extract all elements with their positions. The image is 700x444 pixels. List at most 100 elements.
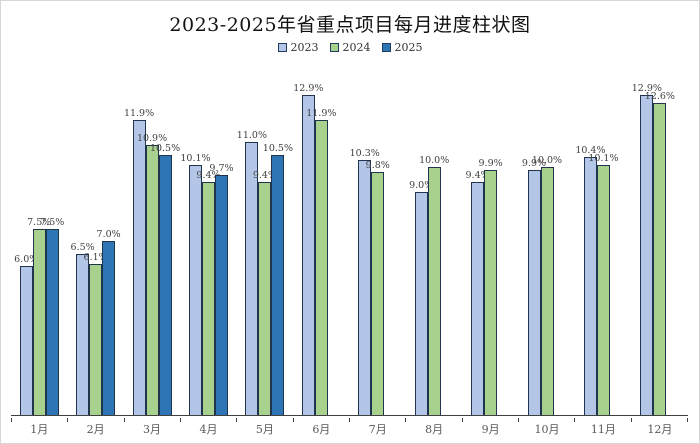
x-axis-tick [575,418,632,422]
bar-slot: 10.0% [532,155,562,415]
bar-group-12月: 12.9% 12.6% [632,71,688,415]
bar-slot: 12.6% [645,91,675,415]
bar-group-6月: 12.9% 11.9% [293,71,349,415]
legend-label: 2025 [394,41,423,54]
bar-group-4月: 10.1% 9.4% 9.7% [180,71,236,415]
bar-data-label: 9.0% [409,179,434,191]
bar-slot: 6.1% [84,252,108,415]
bar-slot: 10.3% [350,148,380,415]
bar-2023-9月 [471,182,485,415]
x-axis-label-8月: 8月 [425,423,444,436]
x-axis-tick [350,418,407,422]
bar-data-label: 12.9% [293,82,324,94]
bar-slot: 11.9% [124,108,154,415]
x-axis-label-4月: 4月 [199,423,218,436]
bar-data-label: 12.9% [631,82,662,94]
x-axis-label-5月: 5月 [255,423,274,436]
legend-item-2024: 2024 [329,42,371,53]
bar-group-1月: 6.0% 7.5% 7.5% [11,71,67,415]
bar-data-label: 6.5% [70,241,95,253]
bar-data-label: 10.0% [419,154,450,166]
bar-group-10月: 9.9% 10.0% [519,71,575,415]
x-axis-tick [181,418,238,422]
bar-2025-1月 [45,229,59,415]
bar-group-7月: 10.3% 9.8% [350,71,406,415]
x-axis-tick [294,418,350,422]
x-axis-tick [125,418,181,422]
bar-2025-5月 [271,155,285,415]
bar-slot: 12.9% [293,83,323,415]
bar-2023-5月 [245,142,259,415]
bar-slot: 10.1% [588,153,619,415]
bar-data-label: 7.0% [96,228,121,240]
bar-2025-3月 [158,155,172,415]
bar-data-label: 9.7% [209,162,234,174]
bar-group-2月: 6.5% 6.1% 7.0% [67,71,123,415]
bar-2023-6月 [301,95,315,415]
bar-slot: 7.0% [97,229,121,415]
plot-area: 6.0% 7.5% 7.5% 6.5% 6.1% 7.0% 11.9% 10.9% 10.5% 1… [11,71,688,416]
bar-data-label: 11.9% [306,107,337,119]
x-axis-label-2月: 2月 [86,423,105,436]
bar-data-label: 9.4% [252,169,277,181]
x-axis-tick [632,418,688,422]
x-axis-ticks [11,418,688,422]
bar-2024-8月 [427,167,441,415]
x-axis-label-3月: 3月 [143,423,162,436]
legend: 2023 2024 2025 [1,42,699,53]
legend-item-2025: 2025 [381,41,423,54]
bar-data-label: 10.1% [588,152,619,164]
bar-data-label: 9.9% [478,157,503,169]
x-axis-label-7月: 7月 [368,423,387,436]
bar-2024-10月 [540,167,554,415]
bar-data-label: 7.5% [40,216,65,228]
bar-slot: 7.5% [40,217,64,415]
chart-title: 2023-2025年省重点项目每月进度柱状图 [169,14,531,36]
bar-slot: 9.4% [253,170,277,415]
bar-data-label: 10.5% [262,142,293,154]
bar-group-5月: 11.0% 9.4% 10.5% [237,71,293,415]
x-axis-labels: 1月 2月 3月 4月 5月 6月 7月 8月 9月 10月 11月 12月 [11,424,688,435]
bar-2023-3月 [132,120,146,415]
bar-data-label: 9.4% [465,169,490,181]
bar-2024-5月 [258,182,272,415]
bar-data-label: 9.4% [196,169,221,181]
bar-data-label: 6.0% [14,253,39,265]
bar-slot: 10.5% [263,143,293,415]
bar-2023-11月 [583,157,597,415]
bar-2024-4月 [201,182,215,415]
bar-slot: 12.9% [632,83,662,415]
x-axis-label-10月: 10月 [534,423,560,436]
bar-2025-4月 [214,175,228,415]
bar-2023-1月 [19,266,33,415]
bar-group-8月: 9.0% 10.0% [406,71,462,415]
x-axis-tick [68,418,125,422]
bar-2023-10月 [527,170,541,415]
bar-2023-2月 [76,254,90,415]
bar-slot: 9.0% [409,180,433,415]
bar-2023-7月 [358,160,372,415]
x-axis-tick [11,418,69,422]
bar-data-label: 9.8% [365,159,390,171]
legend-swatch-icon [381,43,391,52]
bar-group-9月: 9.4% 9.9% [462,71,518,415]
bar-2023-4月 [188,165,202,415]
legend-swatch-icon [329,43,339,52]
x-axis-tick [237,418,294,422]
bar-data-label: 10.1% [180,152,211,164]
bar-slot: 6.5% [71,242,95,415]
x-axis-tick [406,418,463,422]
bar-2025-2月 [102,241,116,415]
bar-data-label: 10.5% [149,142,181,154]
bar-data-label: 10.3% [349,147,380,159]
bar-data-label: 11.9% [123,107,155,119]
bar-slot: 6.0% [14,254,38,415]
bar-slot: 11.0% [237,130,267,415]
bar-slot: 9.4% [466,170,490,415]
bar-data-label: 10.9% [136,132,168,144]
bar-group-11月: 10.4% 10.1% [575,71,631,415]
bar-2024-9月 [484,170,498,415]
bar-data-label: 6.1% [83,251,108,263]
bar-2024-12月 [653,103,667,415]
